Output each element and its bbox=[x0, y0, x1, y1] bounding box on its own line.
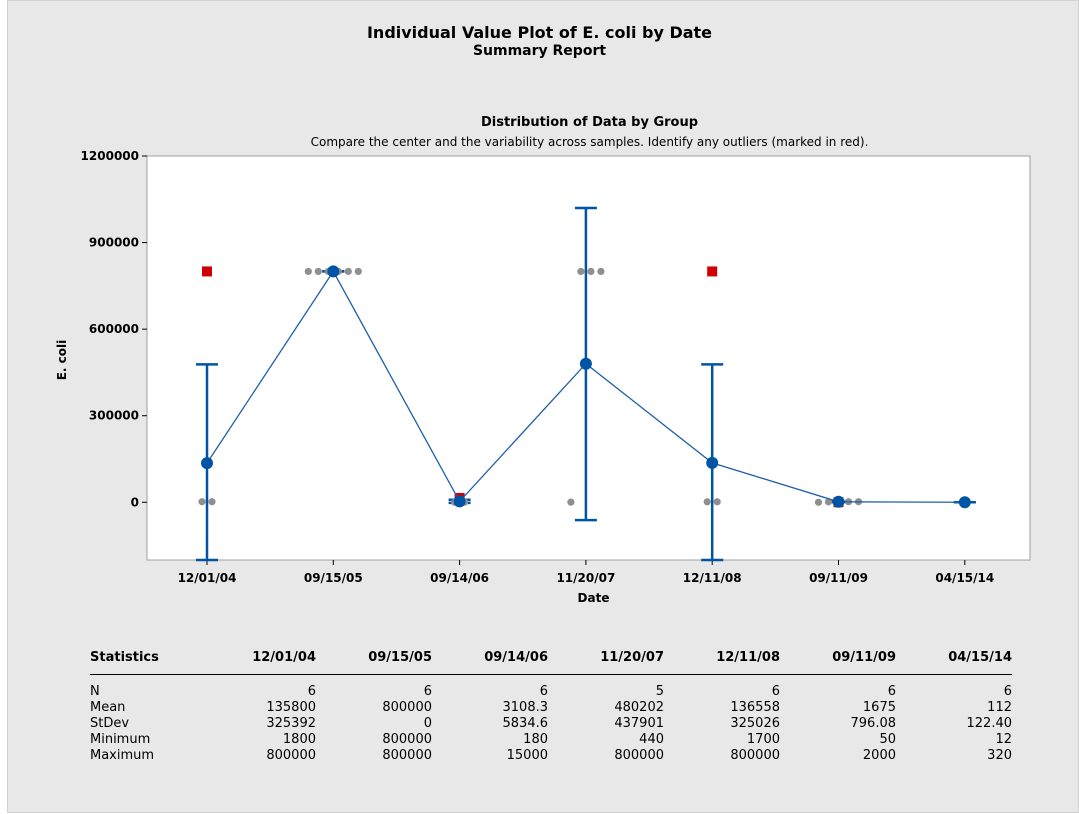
mean-point bbox=[706, 456, 719, 469]
mean-point bbox=[958, 496, 971, 509]
statistics-cell: 320 bbox=[987, 748, 1012, 763]
statistics-column-header: 09/15/05 bbox=[368, 650, 432, 665]
y-tick-label: 1200000 bbox=[81, 149, 139, 163]
statistics-cell: 0 bbox=[423, 716, 432, 731]
statistics-row: Mean 135800 800000 3108.3 480202 136558 1675 11… bbox=[90, 700, 1012, 716]
x-tick-label: 11/20/07 bbox=[556, 571, 615, 585]
statistics-row: StDev 325392 0 5834.6 437901 325026 796.08 122.… bbox=[90, 716, 1012, 732]
data-point bbox=[208, 498, 216, 506]
statistics-cell: 1800 bbox=[282, 732, 316, 747]
y-tick-label: 0 bbox=[131, 495, 139, 509]
data-point bbox=[577, 267, 585, 276]
statistics-cell: 1700 bbox=[746, 732, 780, 747]
chart-note: Compare the center and the variability a… bbox=[310, 135, 869, 149]
statistics-cell: 6 bbox=[307, 684, 316, 699]
statistics-column-header: 09/11/09 bbox=[832, 650, 896, 665]
data-point bbox=[597, 267, 605, 276]
statistics-cell: 3108.3 bbox=[502, 700, 549, 715]
mean-point bbox=[201, 457, 213, 470]
statistics-cell: 6 bbox=[539, 684, 548, 699]
statistics-cell: 800000 bbox=[382, 700, 432, 715]
statistics-cell: 6 bbox=[771, 684, 780, 699]
statistics-column-header: 04/15/14 bbox=[948, 650, 1012, 665]
statistics-column-header: 12/01/04 bbox=[252, 650, 316, 665]
statistics-cell: 2000 bbox=[862, 748, 896, 763]
statistics-cell: 135800 bbox=[266, 700, 316, 715]
data-point bbox=[703, 498, 711, 506]
statistics-header-row: Statistics 12/01/04 09/15/05 09/14/06 11/20/… bbox=[90, 650, 1012, 666]
mean-point bbox=[832, 495, 845, 508]
data-point bbox=[304, 267, 312, 276]
statistics-row-label: Maximum bbox=[90, 748, 155, 763]
data-point bbox=[713, 498, 721, 506]
outlier-point bbox=[202, 266, 212, 277]
statistics-cell: 800000 bbox=[730, 748, 780, 763]
y-tick-label: 900000 bbox=[89, 236, 139, 250]
statistics-cell: 325026 bbox=[730, 716, 780, 731]
statistics-cell: 480202 bbox=[614, 700, 664, 715]
statistics-cell: 796.08 bbox=[850, 716, 897, 731]
data-point bbox=[314, 267, 322, 276]
statistics-row-label: Mean bbox=[90, 700, 126, 715]
statistics-column-header: 09/14/06 bbox=[484, 650, 548, 665]
data-point bbox=[198, 498, 206, 506]
statistics-cell: 800000 bbox=[382, 748, 432, 763]
x-tick-label: 09/15/05 bbox=[304, 571, 363, 585]
plot-area bbox=[146, 155, 1031, 561]
statistics-cell: 122.40 bbox=[966, 716, 1013, 731]
statistics-cell: 1675 bbox=[862, 700, 896, 715]
data-point bbox=[587, 267, 595, 276]
report-subtitle: Summary Report bbox=[472, 43, 607, 59]
report-title: Individual Value Plot of E. coli by Date bbox=[366, 23, 713, 42]
statistics-row: Maximum 800000 800000 15000 800000 800000 2000… bbox=[90, 748, 1012, 764]
statistics-cell: 6 bbox=[887, 684, 896, 699]
x-axis-label: Date bbox=[578, 591, 610, 605]
statistics-row: N 6 6 6 5 6 6 6 bbox=[90, 684, 1012, 700]
statistics-cell: 437901 bbox=[614, 716, 664, 731]
statistics-row-label: Minimum bbox=[90, 732, 151, 747]
data-point bbox=[567, 498, 575, 506]
statistics-cell: 15000 bbox=[506, 748, 548, 763]
statistics-cell: 5 bbox=[655, 684, 664, 699]
individual-value-plot: 1200000 900000 600000 300000 0 12/01/04 09/15/… bbox=[55, 149, 1031, 605]
statistics-cell: 325392 bbox=[266, 716, 316, 731]
statistics-cell: 800000 bbox=[382, 732, 432, 747]
statistics-table: Statistics 12/01/04 09/15/05 09/14/06 11/20/… bbox=[90, 650, 1012, 764]
outlier-point bbox=[707, 266, 718, 277]
statistics-divider bbox=[90, 674, 1012, 675]
statistics-column-header: 11/20/07 bbox=[600, 650, 664, 665]
statistics-header-label: Statistics bbox=[90, 650, 159, 665]
statistics-cell: 50 bbox=[879, 732, 896, 747]
statistics-cell: 5834.6 bbox=[502, 716, 549, 731]
mean-point bbox=[453, 495, 466, 508]
x-tick-label: 12/11/08 bbox=[683, 571, 742, 585]
statistics-cell: 6 bbox=[1003, 684, 1012, 699]
statistics-column-header: 12/11/08 bbox=[716, 650, 780, 665]
statistics-cell: 180 bbox=[523, 732, 548, 747]
mean-point bbox=[327, 265, 340, 278]
statistics-cell: 12 bbox=[995, 732, 1012, 747]
chart-title: Distribution of Data by Group bbox=[480, 115, 699, 130]
statistics-row-label: N bbox=[90, 684, 100, 699]
x-tick-label: 12/01/04 bbox=[178, 571, 237, 585]
mean-point bbox=[579, 357, 592, 370]
statistics-cell: 800000 bbox=[614, 748, 664, 763]
data-point bbox=[344, 267, 352, 276]
data-point bbox=[814, 498, 823, 506]
statistics-cell: 112 bbox=[987, 700, 1012, 715]
y-tick-label: 600000 bbox=[89, 322, 139, 336]
x-tick-label: 04/15/14 bbox=[935, 571, 994, 585]
x-tick-label: 09/14/06 bbox=[430, 571, 489, 585]
x-tick-label: 09/11/09 bbox=[809, 571, 868, 585]
data-point bbox=[824, 498, 833, 506]
statistics-row-label: StDev bbox=[90, 716, 130, 731]
statistics-cell: 440 bbox=[639, 732, 664, 747]
statistics-row: Minimum 1800 800000 180 440 1700 50 12 bbox=[90, 732, 1012, 748]
data-point bbox=[354, 267, 362, 276]
statistics-cell: 6 bbox=[423, 684, 432, 699]
statistics-cell: 136558 bbox=[730, 700, 780, 715]
statistics-cell: 800000 bbox=[266, 748, 316, 763]
y-tick-label: 300000 bbox=[89, 409, 139, 423]
y-axis-label: E. coli bbox=[55, 340, 69, 381]
